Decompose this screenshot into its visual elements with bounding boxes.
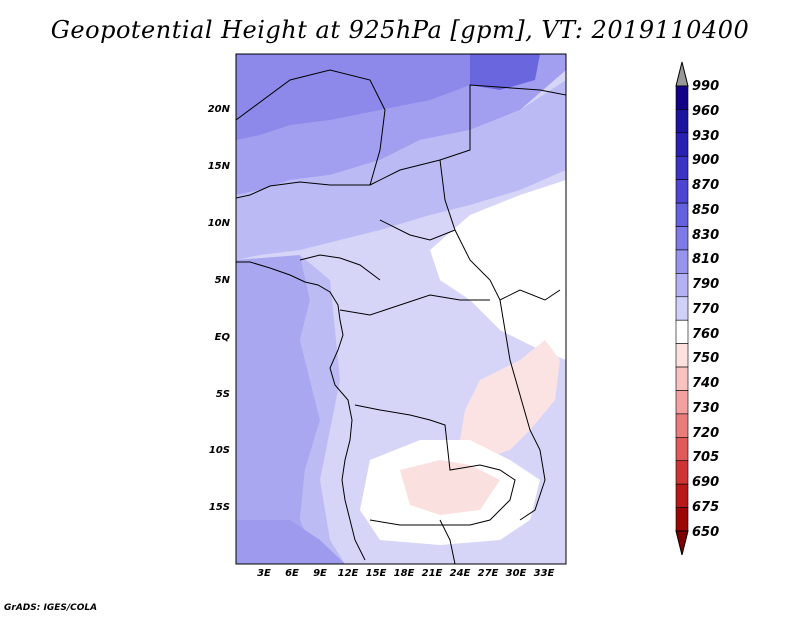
colorbar-label-705: 705 — [692, 450, 720, 465]
colorbar-swatch — [675, 296, 689, 321]
colorbar-label-960: 960 — [692, 104, 720, 119]
lat-label-eq: EQ — [214, 332, 230, 343]
colorbar-swatch — [675, 390, 689, 415]
colorbar-label-770: 770 — [692, 302, 720, 317]
lat-label-10n: 10N — [207, 218, 230, 229]
lon-label-27e: 27E — [477, 568, 499, 579]
colorbar-label-850: 850 — [692, 203, 720, 218]
map-title: Geopotential Height at 925hPa [gpm], VT:… — [50, 16, 750, 44]
lon-label-15e: 15E — [365, 568, 387, 579]
colorbar-swatch — [675, 179, 689, 204]
field-770-east — [430, 180, 566, 360]
lon-label-24e: 24E — [449, 568, 471, 579]
coastline-west — [236, 261, 366, 561]
colorbar-swatch — [675, 202, 689, 227]
colorbar — [675, 61, 689, 556]
lat-label-15s: 15S — [208, 502, 230, 513]
field-810-sw — [236, 520, 345, 564]
lon-label-6e: 6E — [285, 568, 299, 579]
colorbar-label-810: 810 — [692, 252, 720, 267]
field-760-south — [400, 460, 500, 515]
map-frame — [235, 53, 567, 565]
lat-label-20n: 20N — [207, 104, 230, 115]
border-2 — [369, 84, 566, 186]
colorbar-label-830: 830 — [692, 228, 720, 243]
field-830-ocean — [236, 255, 320, 564]
colorbar-label-750: 750 — [692, 351, 720, 366]
colorbar-swatch — [675, 249, 689, 274]
border-5 — [339, 294, 490, 316]
colorbar-swatch — [675, 507, 689, 532]
grads-credit: GrADS: IGES/COLA — [4, 603, 98, 613]
colorbar-label-990: 990 — [692, 79, 720, 94]
colorbar-swatch — [675, 483, 689, 508]
lon-label-30e: 30E — [505, 568, 527, 579]
colorbar-swatch — [675, 460, 689, 485]
colorbar-swatch — [675, 155, 689, 180]
field-760-greatlakes — [460, 340, 560, 460]
border-6 — [354, 404, 516, 526]
colorbar-label-930: 930 — [692, 129, 720, 144]
colorbar-label-760: 760 — [692, 327, 720, 342]
colorbar-label-870: 870 — [692, 178, 720, 193]
border-3 — [439, 159, 561, 301]
colorbar-bottom-arrow — [675, 530, 689, 556]
colorbar-label-730: 730 — [692, 401, 720, 416]
colorbar-label-675: 675 — [692, 500, 720, 515]
colorbar-swatch — [675, 85, 689, 110]
colorbar-swatch — [675, 413, 689, 438]
colorbar-swatch — [675, 226, 689, 251]
colorbar-label-900: 900 — [692, 153, 720, 168]
border-9 — [299, 254, 381, 281]
border-1 — [236, 69, 386, 199]
colorbar-swatch — [675, 109, 689, 134]
lat-label-15n: 15N — [207, 161, 230, 172]
lon-label-12e: 12E — [337, 568, 359, 579]
colorbar-label-720: 720 — [692, 426, 720, 441]
lat-label-5s: 5S — [215, 389, 230, 400]
colorbar-top-arrow — [675, 61, 689, 87]
colorbar-swatch — [675, 132, 689, 157]
lat-label-10s: 10S — [208, 445, 230, 456]
field-850-north — [236, 54, 470, 140]
colorbar-label-690: 690 — [692, 475, 720, 490]
colorbar-label-650: 650 — [692, 525, 720, 540]
colorbar-label-790: 790 — [692, 277, 720, 292]
colorbar-swatch — [675, 343, 689, 368]
field-810-ocean — [300, 255, 345, 564]
lon-label-33e: 33E — [533, 568, 555, 579]
lat-label-5n: 5N — [214, 275, 230, 286]
lon-label-18e: 18E — [393, 568, 415, 579]
field-870-northeast — [470, 54, 540, 90]
lon-label-3e: 3E — [257, 568, 271, 579]
colorbar-swatch — [675, 366, 689, 391]
colorbar-swatch — [675, 437, 689, 462]
colorbar-swatch — [675, 319, 689, 344]
colorbar-swatch — [675, 273, 689, 298]
border-4 — [379, 219, 456, 241]
colorbar-label-740: 740 — [692, 376, 720, 391]
border-8 — [439, 519, 456, 564]
border-7 — [499, 299, 546, 521]
lon-label-21e: 21E — [421, 568, 443, 579]
lon-label-9e: 9E — [313, 568, 327, 579]
